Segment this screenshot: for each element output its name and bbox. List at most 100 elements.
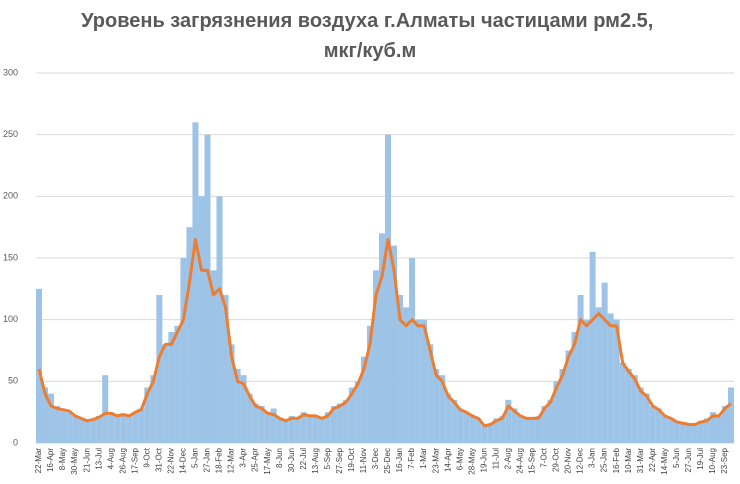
- bar: [246, 393, 253, 443]
- x-tick-label: 19-Oct: [347, 447, 356, 472]
- x-tick-label: 1-Mar: [419, 448, 428, 469]
- bar: [258, 406, 265, 443]
- bar: [613, 319, 620, 443]
- bar: [210, 270, 217, 443]
- bar: [517, 415, 524, 443]
- bar: [78, 418, 85, 443]
- x-tick-label: 19-Jul: [696, 448, 705, 470]
- x-tick-label: 14-May: [660, 448, 669, 475]
- x-tick-label: 3-Dec: [371, 448, 380, 469]
- bar: [487, 424, 494, 443]
- bar: [391, 245, 398, 443]
- x-tick-label: 22-Jul: [299, 448, 308, 470]
- x-tick-label: 27-Sep: [335, 447, 344, 473]
- x-tick-label: 5-Jun: [672, 448, 681, 468]
- bar: [667, 418, 674, 443]
- bar: [168, 332, 175, 443]
- bar: [114, 415, 121, 443]
- bar: [294, 418, 301, 443]
- x-tick-label: 28-May: [467, 448, 476, 475]
- x-tick-label: 8-May: [58, 448, 67, 470]
- bar: [559, 369, 566, 443]
- bar: [451, 399, 458, 443]
- bar: [84, 420, 91, 443]
- bar: [625, 369, 632, 443]
- x-tick-label: 21-Jun: [82, 448, 91, 472]
- bar: [697, 420, 704, 443]
- bar: [691, 424, 698, 443]
- bar: [150, 375, 157, 443]
- bar: [354, 381, 361, 443]
- bar: [535, 415, 542, 443]
- bar: [186, 227, 193, 443]
- bar: [342, 399, 349, 443]
- bar: [366, 325, 373, 443]
- bar: [300, 412, 307, 443]
- bar: [649, 406, 656, 443]
- bar: [204, 134, 211, 443]
- bar: [174, 325, 181, 443]
- x-tick-label: 12-Dec: [576, 448, 585, 474]
- x-tick-label: 25-Dec: [383, 448, 392, 474]
- bar: [96, 415, 103, 443]
- x-tick-label: 14-Apr: [443, 448, 452, 472]
- bar: [66, 412, 73, 443]
- bar: [216, 196, 223, 443]
- x-tick-label: 29-Oct: [552, 447, 561, 472]
- x-tick-label: 16-Jan: [395, 448, 404, 472]
- y-tick-label: 50: [8, 376, 18, 386]
- bar: [144, 387, 151, 443]
- bar: [378, 233, 385, 443]
- title-line: Уровень загрязнения воздуха г.Алматы час…: [81, 10, 653, 32]
- bar: [72, 415, 79, 443]
- x-tick-label: 10-Mar: [624, 448, 633, 474]
- bar: [336, 403, 343, 443]
- bar: [505, 399, 512, 443]
- x-tick-label: 13-Aug: [311, 448, 320, 474]
- bar: [264, 412, 271, 443]
- title-line: мкг/куб.м: [324, 40, 417, 62]
- x-tick-label: 12-Mar: [227, 448, 236, 474]
- bar: [571, 332, 578, 443]
- bar: [577, 295, 584, 443]
- x-tick-label: 3-Jan: [588, 448, 597, 468]
- x-tick-label: 30-May: [70, 448, 79, 475]
- bar: [715, 415, 722, 443]
- bar: [240, 375, 247, 443]
- x-tick-label: 8-Jun: [275, 448, 284, 468]
- x-tick-label: 23-Sep: [720, 447, 729, 473]
- y-tick-label: 0: [13, 437, 18, 447]
- bar: [421, 319, 428, 443]
- bar: [372, 270, 379, 443]
- bar: [403, 307, 410, 443]
- bar: [679, 422, 686, 443]
- bar: [138, 408, 145, 443]
- bar: [198, 196, 205, 443]
- x-tick-label: 22-Apr: [648, 448, 657, 472]
- bar: [360, 356, 367, 443]
- bar: [553, 381, 560, 443]
- x-tick-label: 7-Oct: [540, 447, 549, 467]
- bar: [493, 418, 500, 443]
- x-tick-label: 31-Oct: [154, 447, 163, 472]
- x-tick-label: 24-Aug: [515, 448, 524, 474]
- bar: [631, 375, 638, 443]
- bar: [270, 408, 277, 443]
- bar: [685, 423, 692, 443]
- bar: [523, 418, 530, 443]
- bar: [48, 393, 55, 443]
- bar: [282, 420, 289, 443]
- y-tick-label: 200: [3, 191, 18, 201]
- x-tick-label: 9-Oct: [142, 447, 151, 467]
- bar: [565, 350, 572, 443]
- x-tick-label: 3-Apr: [239, 448, 248, 468]
- bar: [637, 387, 644, 443]
- bar: [318, 418, 325, 443]
- y-tick-label: 250: [3, 129, 18, 139]
- bar: [589, 251, 596, 443]
- bar: [126, 415, 133, 443]
- bar: [655, 408, 662, 443]
- bar: [192, 122, 199, 443]
- x-tick-label: 23-Mar: [431, 448, 440, 474]
- x-tick-label: 27-Jun: [684, 448, 693, 472]
